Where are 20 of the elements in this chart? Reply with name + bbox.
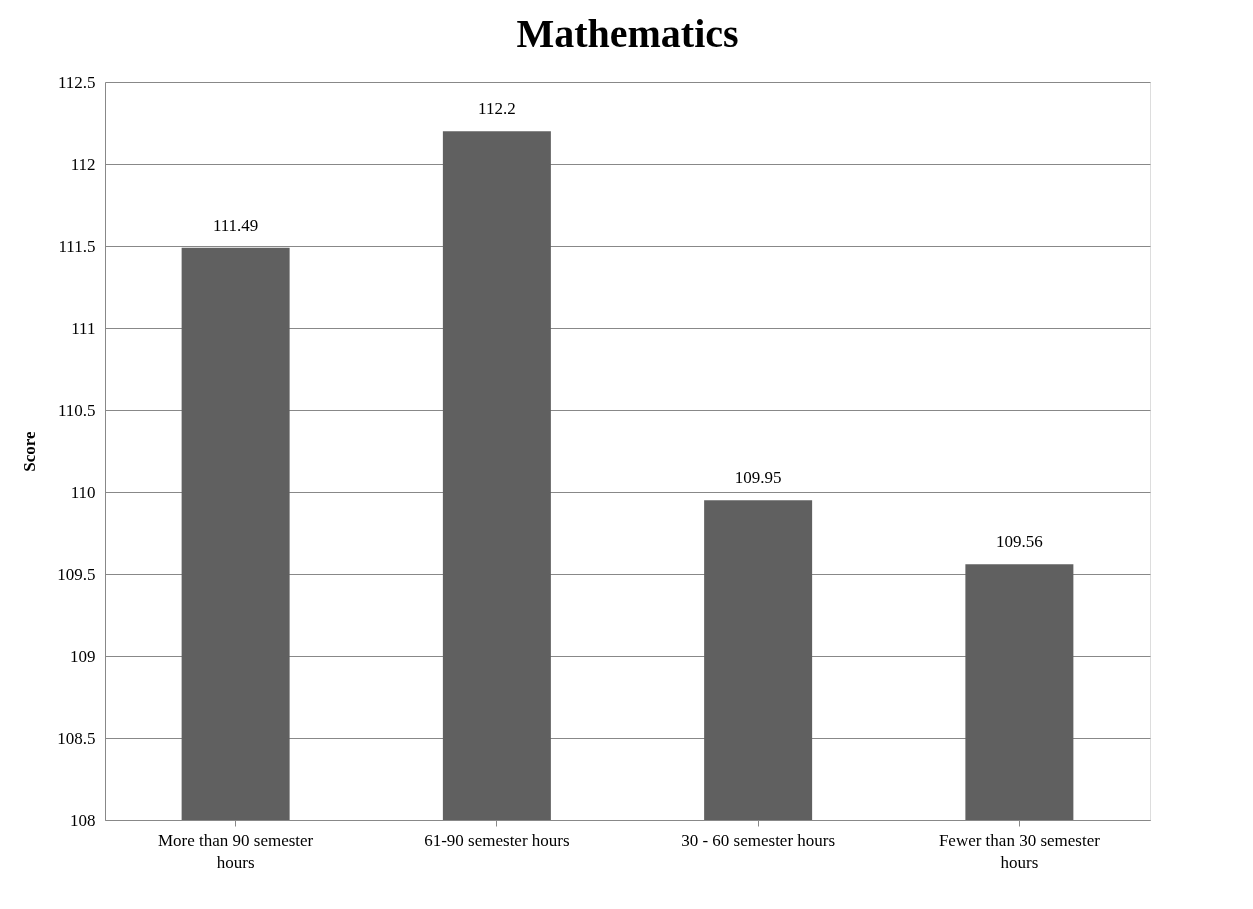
y-tick-label: 111.5 bbox=[58, 236, 96, 256]
y-tick-label: 111 bbox=[71, 318, 96, 338]
x-tick-label: Fewer than 30 semester hours bbox=[938, 830, 1101, 872]
y-axis-title: Score bbox=[20, 430, 40, 472]
y-tick-label: 112.5 bbox=[57, 72, 96, 92]
y-tick-label: 108.5 bbox=[57, 728, 96, 748]
y-tick-label: 109 bbox=[70, 646, 96, 666]
data-label: 109.95 bbox=[734, 468, 782, 488]
x-tick-label: 30 - 60 semester hours bbox=[681, 830, 836, 850]
y-tick-label: 108 bbox=[70, 810, 96, 830]
x-tick-label: 61-90 semester hours bbox=[424, 830, 570, 850]
x-tick-label: More than 90 semester hours bbox=[157, 830, 314, 872]
y-tick-label: 109.5 bbox=[57, 564, 96, 584]
data-label: 112.2 bbox=[478, 99, 516, 119]
data-label: 111.49 bbox=[212, 215, 259, 235]
y-tick-label: 110 bbox=[70, 482, 96, 502]
y-tick-label: 112 bbox=[70, 154, 96, 174]
chart-title: Mathematics bbox=[516, 11, 739, 56]
data-label: 109.56 bbox=[996, 532, 1043, 552]
y-tick-label: 110.5 bbox=[57, 400, 96, 420]
